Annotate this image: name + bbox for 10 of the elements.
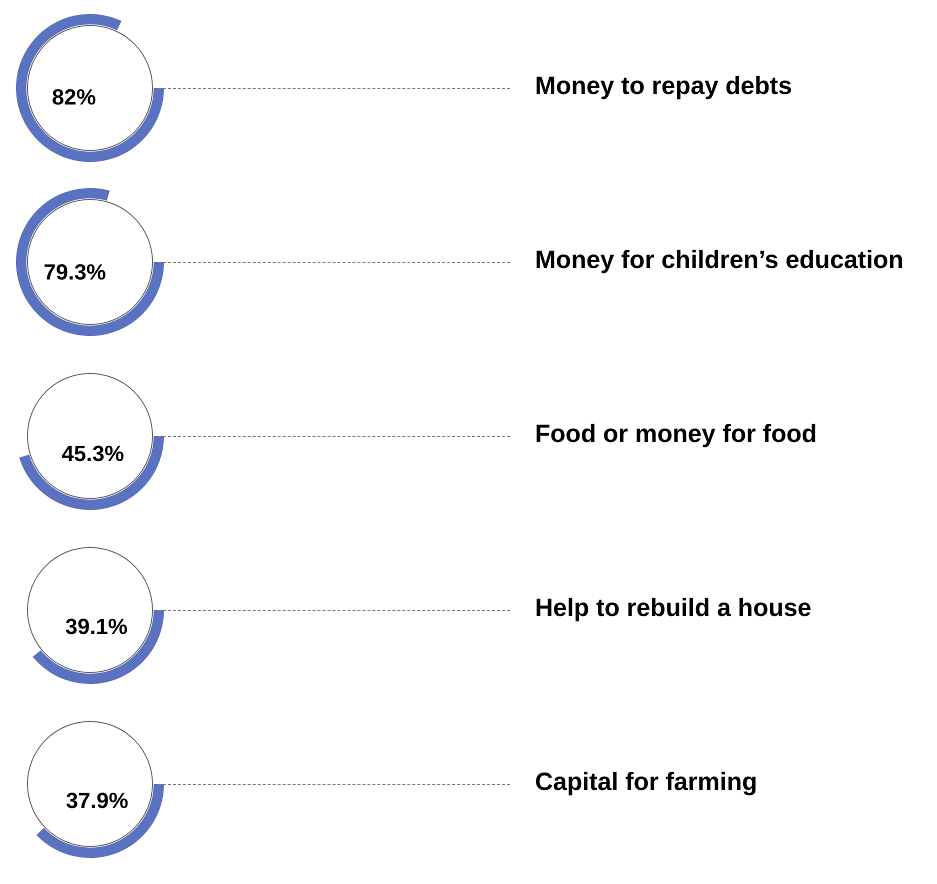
slice-label: Food or money for food [535, 420, 817, 449]
slice-label: Money for children’s education [535, 246, 904, 275]
slice-label: Help to rebuild a house [535, 594, 812, 623]
slice-label: Capital for farming [535, 768, 758, 797]
data-label: 45.3% [62, 440, 124, 466]
data-label: 79.3% [44, 260, 106, 285]
data-label: 37.9% [66, 788, 128, 813]
slice-label: Money to repay debts [535, 72, 792, 101]
data-label: 39.1% [65, 614, 128, 640]
data-label: 82% [52, 84, 96, 110]
